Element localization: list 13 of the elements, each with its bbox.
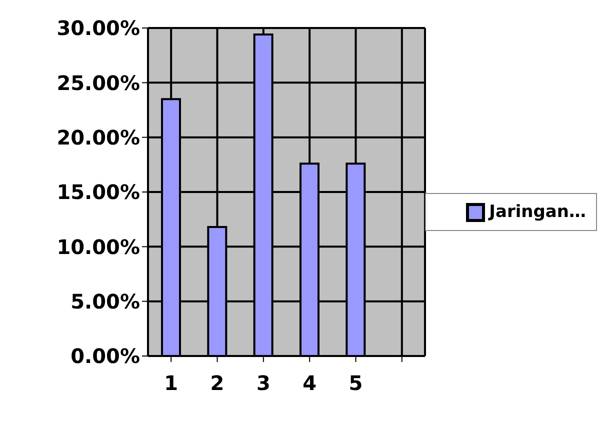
x-tick-label: 2	[210, 371, 224, 396]
x-tick-label: 4	[302, 371, 317, 396]
x-tick-label: 5	[348, 371, 363, 396]
y-tick-label: 0.00%	[70, 344, 140, 368]
y-tick-label: 15.00%	[56, 180, 140, 204]
y-tick-label: 20.00%	[56, 125, 140, 150]
y-tick-label: 5.00%	[70, 289, 140, 314]
x-tick-label: 3	[256, 371, 270, 396]
x-tick-label: 1	[164, 371, 178, 396]
y-tick-label: 25.00%	[56, 70, 140, 95]
legend-label: Jaringan…	[489, 202, 586, 222]
y-tick-label: 30.00%	[56, 16, 140, 40]
y-tick-label: 10.00%	[56, 234, 140, 259]
